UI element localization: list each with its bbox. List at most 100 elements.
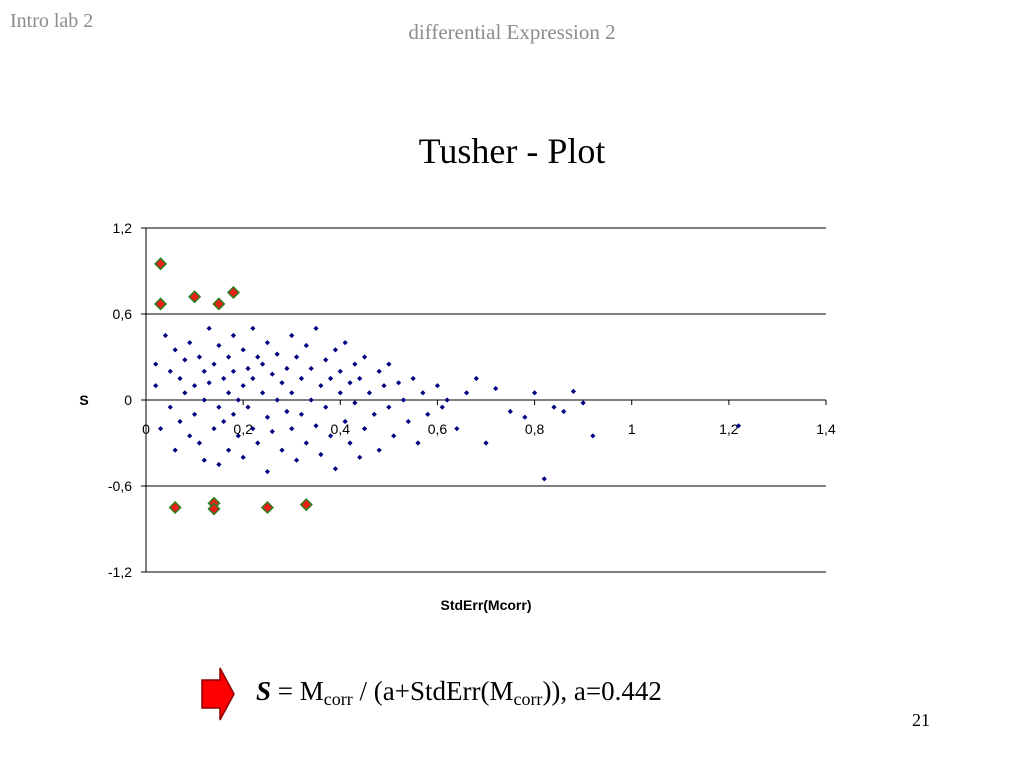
data-point xyxy=(187,340,193,346)
data-point xyxy=(352,400,358,406)
data-point xyxy=(191,383,198,389)
data-point xyxy=(259,361,266,367)
data-point xyxy=(327,433,334,439)
formula-mid: / (a+StdErr(M xyxy=(352,676,514,706)
data-point xyxy=(182,357,188,363)
data-point xyxy=(303,342,309,349)
data-point xyxy=(361,354,368,360)
data-point xyxy=(371,411,377,417)
page-number: 21 xyxy=(912,710,930,730)
data-point xyxy=(439,404,445,410)
data-point xyxy=(342,340,348,346)
data-point xyxy=(206,380,212,386)
data-point xyxy=(352,361,358,367)
formula-symbol: S xyxy=(256,676,272,706)
data-point xyxy=(172,347,178,353)
data-point xyxy=(395,380,402,386)
data-point xyxy=(196,440,203,446)
data-point xyxy=(167,404,173,410)
data-point xyxy=(580,400,586,406)
data-point xyxy=(405,418,411,425)
x-tick-label: 0,8 xyxy=(525,421,545,437)
data-point xyxy=(400,397,407,403)
data-point xyxy=(269,428,275,435)
highlighted-point xyxy=(226,285,240,300)
y-tick-label: 0,6 xyxy=(113,306,133,322)
data-point xyxy=(434,383,441,389)
data-point xyxy=(318,383,324,389)
data-point xyxy=(298,411,305,417)
data-point xyxy=(454,426,460,432)
data-point xyxy=(177,375,183,382)
data-point xyxy=(196,354,203,360)
data-point xyxy=(269,371,275,377)
data-point xyxy=(347,380,353,386)
highlighted-point xyxy=(207,502,221,516)
data-point xyxy=(570,388,577,394)
data-point xyxy=(221,418,227,425)
data-point xyxy=(230,332,237,339)
data-point xyxy=(235,397,241,403)
data-point xyxy=(376,447,382,453)
data-point xyxy=(590,433,596,439)
data-point xyxy=(201,397,207,403)
formula-sub2: corr xyxy=(513,689,543,709)
data-point xyxy=(361,426,368,432)
x-axis-title: StdErr(Mcorr) xyxy=(440,597,531,613)
data-point xyxy=(264,469,271,475)
data-point xyxy=(157,426,164,432)
data-point xyxy=(366,390,373,396)
data-point xyxy=(250,426,256,432)
data-point xyxy=(211,426,217,432)
data-point xyxy=(216,404,222,410)
y-axis-title: S xyxy=(79,392,88,408)
data-point xyxy=(279,380,285,386)
data-point xyxy=(376,368,382,374)
data-point xyxy=(250,325,256,331)
highlighted-point xyxy=(154,297,168,311)
data-point xyxy=(187,433,193,439)
y-tick-label: -0,6 xyxy=(108,478,132,494)
data-point xyxy=(463,390,470,396)
y-tick-label: 1,2 xyxy=(113,220,133,236)
formula-end: )), a=0.442 xyxy=(542,676,662,706)
data-point xyxy=(216,342,222,349)
highlighted-point xyxy=(212,297,226,311)
data-point xyxy=(293,354,300,360)
data-point xyxy=(507,408,513,415)
data-point xyxy=(255,440,261,446)
data-point xyxy=(483,440,489,446)
data-point xyxy=(211,361,217,367)
data-point xyxy=(298,375,305,382)
data-point xyxy=(332,347,339,353)
data-point xyxy=(425,411,431,417)
highlighted-point xyxy=(299,498,313,512)
data-point xyxy=(551,404,557,410)
slide-title: Tusher - Plot xyxy=(418,131,606,171)
x-tick-label: 0 xyxy=(142,421,150,437)
data-point xyxy=(386,404,392,410)
data-point xyxy=(493,385,499,392)
header-course-label: Intro lab 2 xyxy=(10,10,94,32)
data-point xyxy=(410,375,416,382)
data-point xyxy=(308,365,314,372)
tusher-scatter-chart: 0 0,2 0,4 0,6 0,8 1 1,2 1,4 1,2 0,6 0 -0,6 -1,2 StdEr… xyxy=(79,220,836,613)
x-tick-label: 0,2 xyxy=(233,421,253,437)
data-point xyxy=(191,411,198,417)
x-tick-label: 1 xyxy=(628,421,636,437)
data-point xyxy=(230,368,237,374)
data-point xyxy=(162,332,169,339)
data-point xyxy=(327,375,334,382)
data-point xyxy=(444,397,450,403)
data-point xyxy=(284,365,290,372)
data-point xyxy=(347,440,353,446)
data-point xyxy=(473,375,479,382)
data-point xyxy=(216,461,222,468)
data-point xyxy=(735,423,742,429)
data-point xyxy=(225,354,232,360)
data-point xyxy=(323,357,329,363)
formula-eq: = M xyxy=(271,676,324,706)
highlighted-point xyxy=(260,500,274,515)
data-point xyxy=(274,397,280,403)
highlighted-point xyxy=(188,290,202,304)
